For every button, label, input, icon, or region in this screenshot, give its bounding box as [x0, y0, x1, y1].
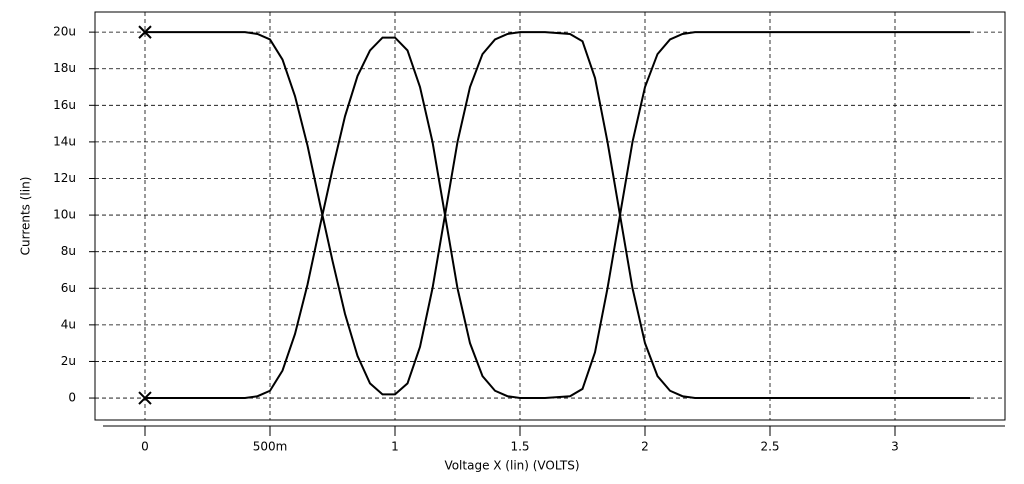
y-tick-label: 14u [53, 134, 76, 148]
y-tick-label: 8u [61, 244, 76, 258]
x-tick-label: 3 [891, 440, 899, 454]
plot-frame [94, 11, 1006, 421]
y-tick-label: 2u [61, 354, 76, 368]
x-tick-label: 1 [391, 440, 399, 454]
y-tick-label: 20u [53, 25, 76, 39]
y-tick-label: 16u [53, 98, 76, 112]
x-tick-label: 500m [253, 440, 288, 454]
cursor-marker [138, 391, 152, 405]
x-axis-label: Voltage X (lin) (VOLTS) [444, 459, 579, 473]
y-tick-label: 18u [53, 61, 76, 75]
y-axis-label: Currents (lin) [19, 177, 33, 256]
y-tick-label: 10u [53, 208, 76, 222]
x-tick-label: 2 [641, 440, 649, 454]
y-tick-label: 12u [53, 171, 76, 185]
x-tick-label: 0 [141, 440, 149, 454]
series-line [145, 31, 970, 400]
y-tick-label: 4u [61, 317, 76, 331]
series-line [145, 31, 970, 400]
y-tick-label: 6u [61, 281, 76, 295]
y-tick-label: 0 [68, 391, 76, 405]
x-tick-label: 2.5 [760, 440, 779, 454]
cursor-marker [138, 25, 152, 39]
x-tick-label: 1.5 [510, 440, 529, 454]
